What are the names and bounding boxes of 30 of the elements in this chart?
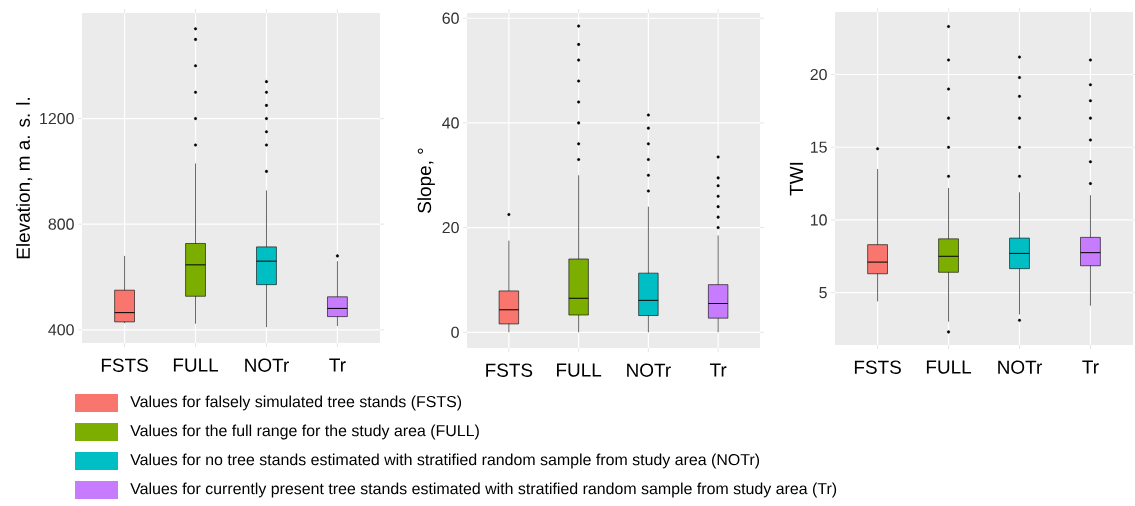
x-tick-label: NOTr [245,358,289,372]
x-tick-label: FSTS [486,363,533,377]
y-tick-label: 400 [48,324,74,336]
y-axis-title: TWI [789,162,803,196]
y-tick-label: 15 [810,141,827,153]
y-tick-label: 0 [451,326,459,338]
x-tick-label: Tr [709,363,727,377]
x-tick-label: FULL [173,358,219,372]
x-tick-label: Tr [1082,360,1099,374]
y-tick-label: 1200 [40,112,74,125]
x-tick-label: FSTS [854,360,901,374]
y-tick-label: 5 [819,287,827,299]
y-tick-label: 10 [810,214,827,226]
y-tick-label: 20 [442,221,459,234]
y-axis-title: Elevation, m a. s. l. [16,98,33,259]
x-tick-label: FULL [557,363,602,377]
y-tick-label: 40 [442,117,459,129]
x-tick-label: Tr [329,358,346,372]
legend-label: Values for the full range for the study area (FULL) [130,424,479,440]
y-tick-label: 800 [48,218,74,230]
x-tick-label: FSTS [101,358,148,372]
legend-label: Values for currently present tree stands estimated with stratified random sample from study area (Tr) [130,482,837,498]
x-tick-label: NOTr [627,363,671,377]
x-tick-label: FULL [926,360,972,374]
legend-label: Values for no tree stands estimated with stratified random sample from study area (NOTr) [130,453,760,469]
legend-label: Values for falsely simulated tree stands (FSTS) [130,395,462,411]
x-tick-label: NOTr [998,360,1042,374]
y-axis-title: Slope, ° [417,148,435,213]
y-tick-label: 60 [442,12,459,24]
y-tick-label: 20 [810,68,827,81]
